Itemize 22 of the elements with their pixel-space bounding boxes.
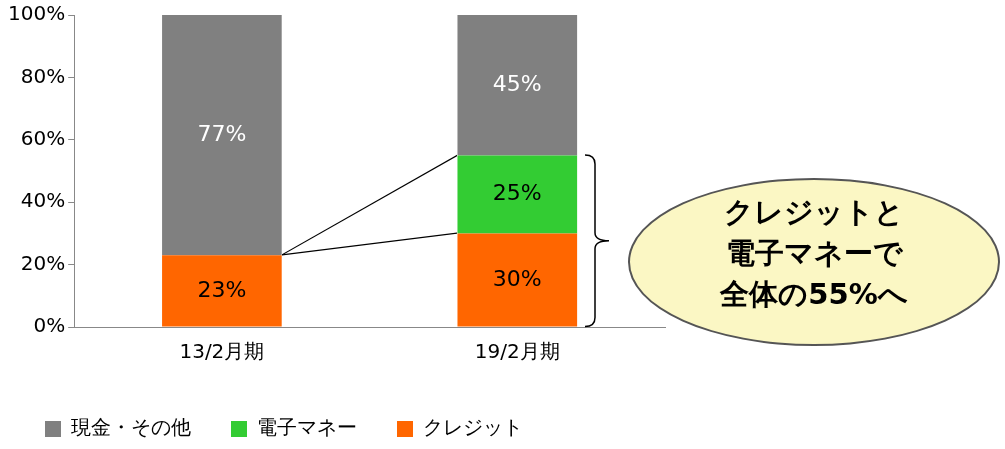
data-label: 45% <box>492 70 542 96</box>
y-tick-label: 60% <box>20 126 66 150</box>
y-tick-label: 100% <box>7 1 66 26</box>
legend-label: 電子マネー <box>257 415 357 440</box>
bar <box>162 15 282 256</box>
data-label: 25% <box>492 180 542 206</box>
bar <box>162 255 282 327</box>
data-label: 23% <box>197 276 247 302</box>
bar <box>457 155 578 234</box>
data-label: 77% <box>197 120 247 146</box>
data-label: 30% <box>492 265 542 291</box>
bar <box>457 15 578 156</box>
legend-label: 現金・その他 <box>71 415 191 440</box>
y-tick-label: 80% <box>20 63 66 88</box>
bar <box>457 233 578 327</box>
legend-label: クレジット <box>423 415 523 440</box>
x-tick-label: 19/2月期 <box>474 339 560 364</box>
y-tick-label: 20% <box>20 250 66 275</box>
x-tick-label: 13/2月期 <box>179 339 265 364</box>
y-tick-label: 40% <box>20 188 66 213</box>
y-tick-label: 0% <box>33 313 66 338</box>
text: クレジットと電子マネーで全体の55%へ <box>719 194 909 313</box>
